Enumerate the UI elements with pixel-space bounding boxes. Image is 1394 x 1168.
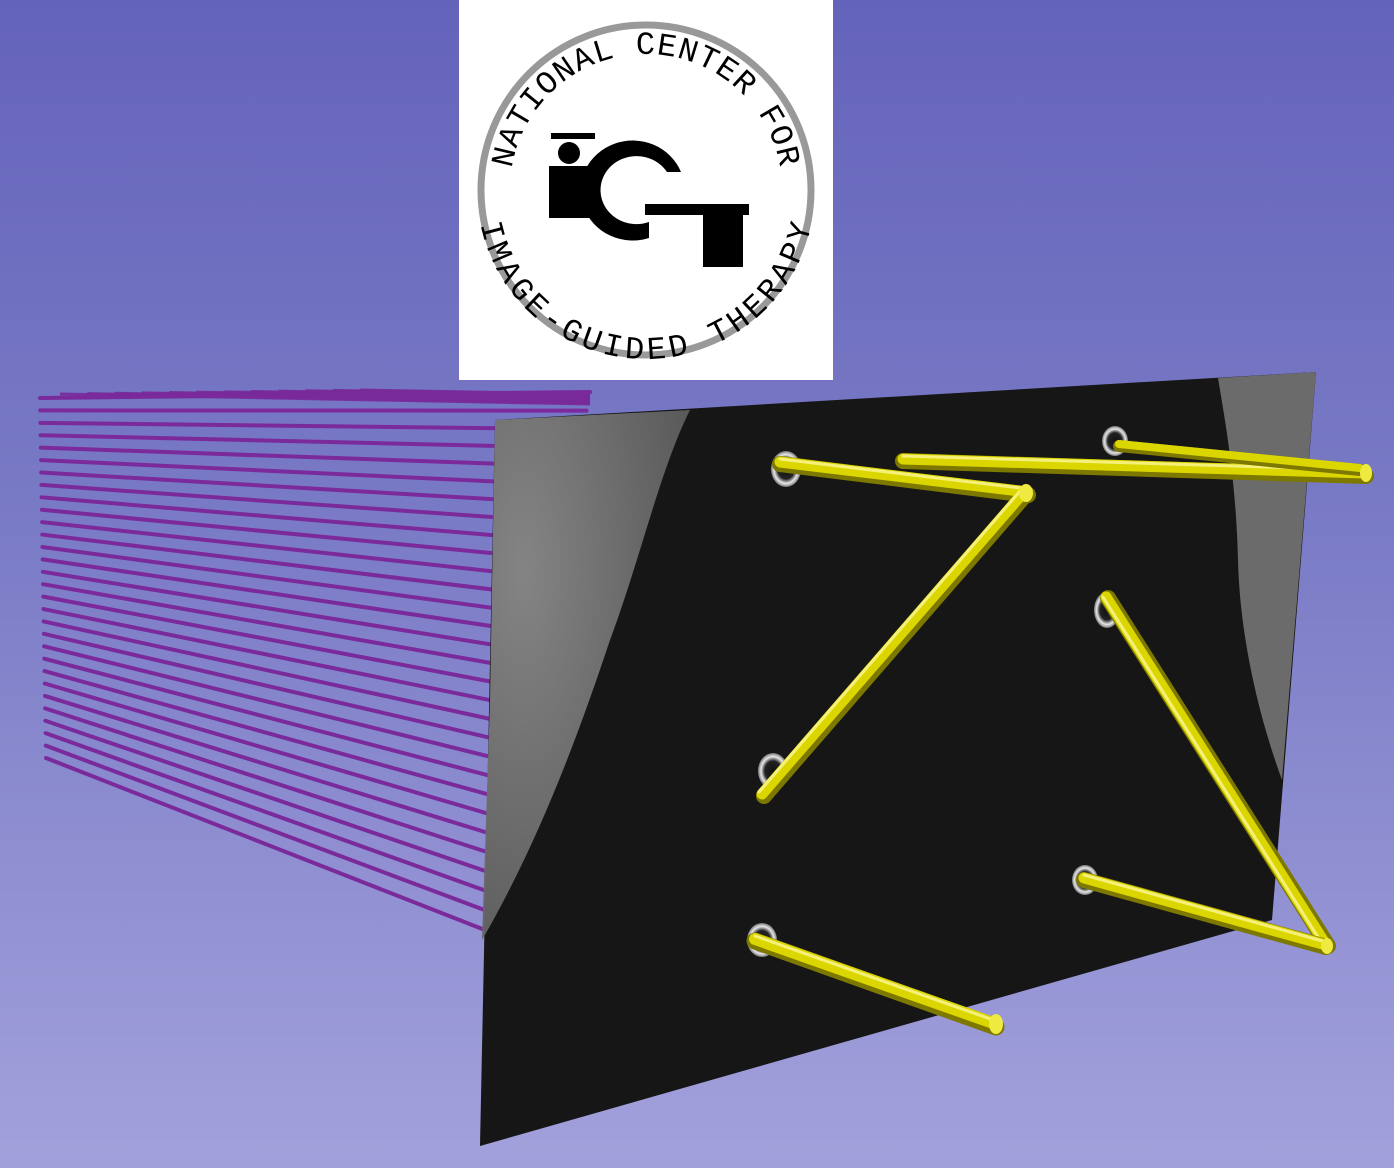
calibration-rod bbox=[42, 669, 517, 804]
calibration-rod bbox=[39, 470, 572, 506]
svg-text:IMAGE-GUIDED THERAPY: IMAGE-GUIDED THERAPY bbox=[471, 217, 821, 369]
igt-mark bbox=[549, 133, 749, 267]
calibration-rod bbox=[40, 544, 551, 618]
calibration-rod bbox=[40, 532, 555, 599]
calibration-rod bbox=[43, 731, 499, 897]
calibration-rod bbox=[40, 520, 558, 581]
calibration-rod bbox=[43, 743, 496, 916]
calibration-rod bbox=[39, 507, 561, 562]
calibration-rod bbox=[42, 644, 524, 767]
calibration-rod bbox=[41, 594, 537, 692]
calibration-rod bbox=[38, 433, 582, 450]
needle-guide[interactable] bbox=[756, 486, 1034, 804]
calibration-rod bbox=[41, 582, 541, 674]
calibration-rod bbox=[38, 445, 579, 469]
calibration-rod bbox=[39, 458, 575, 488]
calibration-rod-stack bbox=[38, 388, 592, 934]
calibration-rod bbox=[40, 569, 544, 655]
calibration-rod bbox=[40, 557, 548, 637]
ncigt-logo: NATIONAL CENTER FOR IMAGE-GUIDED THERAPY bbox=[459, 0, 833, 380]
calibration-rod bbox=[41, 631, 527, 748]
calibration-rod bbox=[42, 656, 520, 786]
calibration-rod bbox=[43, 718, 503, 879]
needle-guide[interactable] bbox=[1076, 872, 1334, 955]
ct-slice-plane[interactable] bbox=[480, 372, 1316, 1146]
calibration-rod bbox=[39, 482, 568, 525]
calibration-rod bbox=[41, 619, 530, 730]
needle-guide-group bbox=[746, 440, 1374, 1036]
needle-guide[interactable] bbox=[772, 456, 1036, 503]
calibration-rod bbox=[38, 420, 586, 432]
calibration-rod bbox=[42, 681, 513, 823]
needle-guide[interactable] bbox=[746, 932, 1005, 1036]
logo-ring bbox=[477, 21, 815, 359]
needle-guide[interactable] bbox=[1113, 440, 1366, 476]
calibration-rod bbox=[42, 693, 510, 841]
calibration-rod bbox=[39, 495, 565, 543]
logo-bottom-text: IMAGE-GUIDED THERAPY bbox=[471, 217, 820, 369]
calibration-rod bbox=[44, 756, 492, 934]
calibration-rod bbox=[43, 706, 506, 860]
calibration-rod bbox=[359, 388, 591, 396]
calibration-rod bbox=[41, 607, 534, 711]
needle-guide[interactable] bbox=[1100, 590, 1336, 954]
